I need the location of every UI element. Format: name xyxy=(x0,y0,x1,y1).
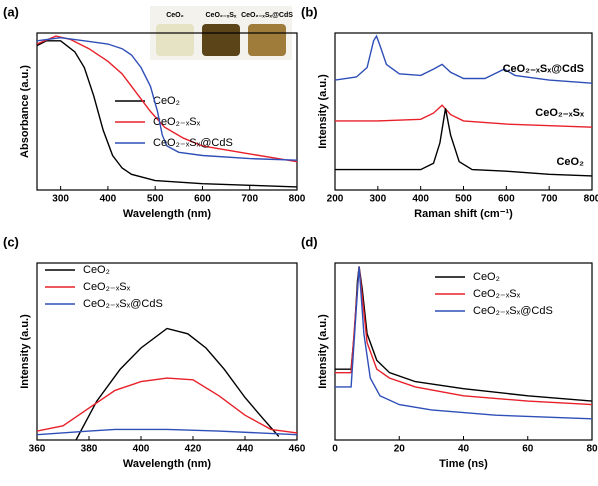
y-axis-label: Intensity (a.u.) xyxy=(317,74,329,149)
legend-label: CeO₂ xyxy=(153,95,180,107)
x-tick-label: 0 xyxy=(332,444,338,455)
legend-label: CeO₂₋ₓSₓ@CdS xyxy=(473,305,553,317)
series-line xyxy=(335,108,592,177)
swatch xyxy=(156,24,194,56)
x-tick-label: 600 xyxy=(498,194,515,205)
series-line xyxy=(335,34,592,84)
x-tick-label: 600 xyxy=(194,194,211,205)
panel-label: (d) xyxy=(301,234,318,249)
x-tick-label: 700 xyxy=(541,194,558,205)
x-tick-label: 40 xyxy=(458,444,470,455)
legend-label: CeO₂₋ₓSₓ xyxy=(83,281,131,293)
panel-label: (a) xyxy=(3,4,19,19)
series-line xyxy=(37,40,297,188)
legend-label: CeO₂₋ₓSₓ@CdS xyxy=(153,137,233,149)
legend-label: CeO₂ xyxy=(473,271,500,283)
x-tick-label: 800 xyxy=(289,194,306,205)
legend-label: CeO₂₋ₓSₓ@CdS xyxy=(83,298,163,310)
x-tick-label: 60 xyxy=(522,444,534,455)
x-axis-label: Raman shift (cm⁻¹) xyxy=(414,208,513,220)
x-tick-label: 80 xyxy=(586,444,598,455)
legend-label: CeO₂ xyxy=(83,264,110,276)
x-tick-label: 440 xyxy=(237,444,254,455)
x-tick-label: 300 xyxy=(52,194,69,205)
series-line xyxy=(335,104,592,128)
x-tick-label: 400 xyxy=(133,444,150,455)
panel-label: (b) xyxy=(301,4,318,19)
series-label: CeO₂₋ₓSₓ xyxy=(535,107,585,119)
x-tick-label: 500 xyxy=(455,194,472,205)
x-tick-label: 420 xyxy=(185,444,202,455)
x-axis-label: Time (ns) xyxy=(439,458,488,470)
series-label: CeO₂₋ₓSₓ@CdS xyxy=(503,63,584,75)
swatch xyxy=(202,24,240,56)
swatch xyxy=(248,24,286,56)
y-axis-label: Absorbance (a.u.) xyxy=(19,65,31,158)
y-axis-label: Intensity (a.u.) xyxy=(317,314,329,389)
plot-frame xyxy=(36,262,298,441)
legend-label: CeO₂₋ₓSₓ xyxy=(473,288,521,300)
x-tick-label: 460 xyxy=(289,444,306,455)
series-line xyxy=(37,377,297,434)
inset-label: CeO₂₋ₓSₓ xyxy=(206,12,237,19)
series-line xyxy=(37,36,297,161)
x-tick-label: 360 xyxy=(29,444,46,455)
series-line xyxy=(335,266,592,402)
x-tick-label: 200 xyxy=(327,194,344,205)
x-tick-label: 400 xyxy=(412,194,429,205)
x-axis-label: Wavelength (nm) xyxy=(123,208,212,220)
x-axis-label: Wavelength (nm) xyxy=(123,458,212,470)
x-tick-label: 700 xyxy=(241,194,258,205)
x-tick-label: 500 xyxy=(147,194,164,205)
series-label: CeO₂ xyxy=(556,156,584,168)
series-line xyxy=(37,428,297,436)
legend-label: CeO₂₋ₓSₓ xyxy=(153,116,201,128)
inset-label: CeO₂ xyxy=(166,12,184,19)
panel-label: (c) xyxy=(3,234,19,249)
x-tick-label: 300 xyxy=(369,194,386,205)
x-tick-label: 380 xyxy=(81,444,98,455)
y-axis-label: Intensity (a.u.) xyxy=(19,314,31,389)
inset-label: CeO₂₋ₓSₓ@CdS xyxy=(241,12,293,19)
plot-frame xyxy=(36,32,298,191)
x-tick-label: 20 xyxy=(394,444,406,455)
series-line xyxy=(75,327,280,440)
x-tick-label: 800 xyxy=(584,194,598,205)
series-line xyxy=(335,266,592,420)
x-tick-label: 400 xyxy=(100,194,117,205)
